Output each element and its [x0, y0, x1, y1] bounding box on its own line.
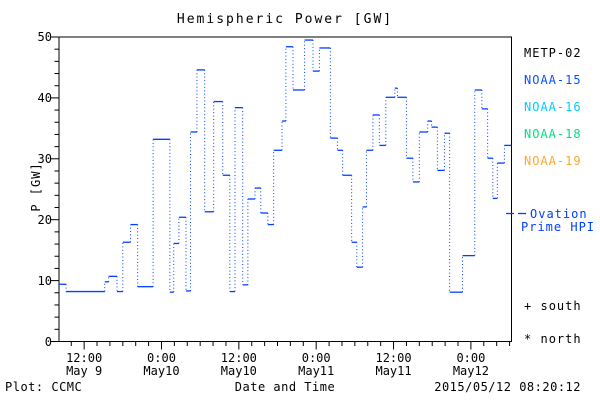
x-tick-date: May 9	[66, 363, 103, 378]
y-tick-label: 0	[44, 334, 52, 349]
plot-frame	[58, 36, 512, 342]
x-tick-time: 12:00	[375, 351, 412, 365]
y-tick-label: 50	[37, 30, 52, 44]
plus-icon: +	[524, 299, 533, 313]
legend-marker-north: * north	[524, 332, 582, 346]
chart-title: Hemispheric Power [GW]	[176, 12, 394, 27]
legend-model-label-line2: Prime HPI	[521, 220, 596, 234]
legend-item-noaa18: NOAA-18	[524, 127, 582, 141]
y-axis-label: P [GW]	[29, 162, 43, 212]
x-tick-time: 0:00	[456, 351, 486, 365]
x-tick-time: 12:00	[66, 351, 103, 365]
x-tick-date: May11	[375, 363, 412, 378]
x-tick-label: 12:00 May 9	[42, 352, 126, 377]
x-tick-label: 12:00 May10	[197, 352, 281, 377]
x-tick-label: 12:00 May11	[352, 352, 436, 377]
legend-marker-south-label: south	[540, 299, 582, 313]
legend-item-noaa16: NOAA-16	[524, 100, 582, 114]
y-tick-label: 30	[37, 151, 52, 166]
x-tick-date: May10	[220, 363, 257, 378]
x-tick-label: 0:00 May10	[119, 352, 203, 377]
plot-source-label: Plot: CCMC	[5, 380, 83, 394]
asterisk-icon: *	[524, 332, 533, 346]
x-tick-date: May10	[143, 363, 180, 378]
x-tick-time: 0:00	[301, 351, 331, 365]
x-tick-time: 12:00	[220, 351, 257, 365]
y-tick-label: 20	[37, 212, 52, 227]
legend-marker-south: + south	[524, 299, 582, 313]
legend-item-metp02: METP-02	[524, 46, 582, 60]
legend-model-label-line1: Ovation	[530, 207, 588, 221]
x-tick-time: 0:00	[147, 351, 176, 365]
x-tick-date: May12	[452, 363, 489, 378]
x-axis-title: Date and Time	[234, 380, 336, 394]
legend-item-noaa19: NOAA-19	[524, 154, 582, 168]
legend-marker-north-label: north	[540, 332, 582, 346]
x-tick-label: 0:00 May11	[274, 352, 358, 377]
plot-timestamp: 2015/05/12 08:20:12	[434, 380, 581, 394]
y-tick-label: 10	[37, 273, 52, 288]
y-tick-label: 40	[37, 90, 52, 105]
legend-item-noaa15: NOAA-15	[524, 73, 582, 87]
x-tick-date: May11	[298, 363, 335, 378]
x-tick-label: 0:00 May12	[429, 352, 513, 377]
